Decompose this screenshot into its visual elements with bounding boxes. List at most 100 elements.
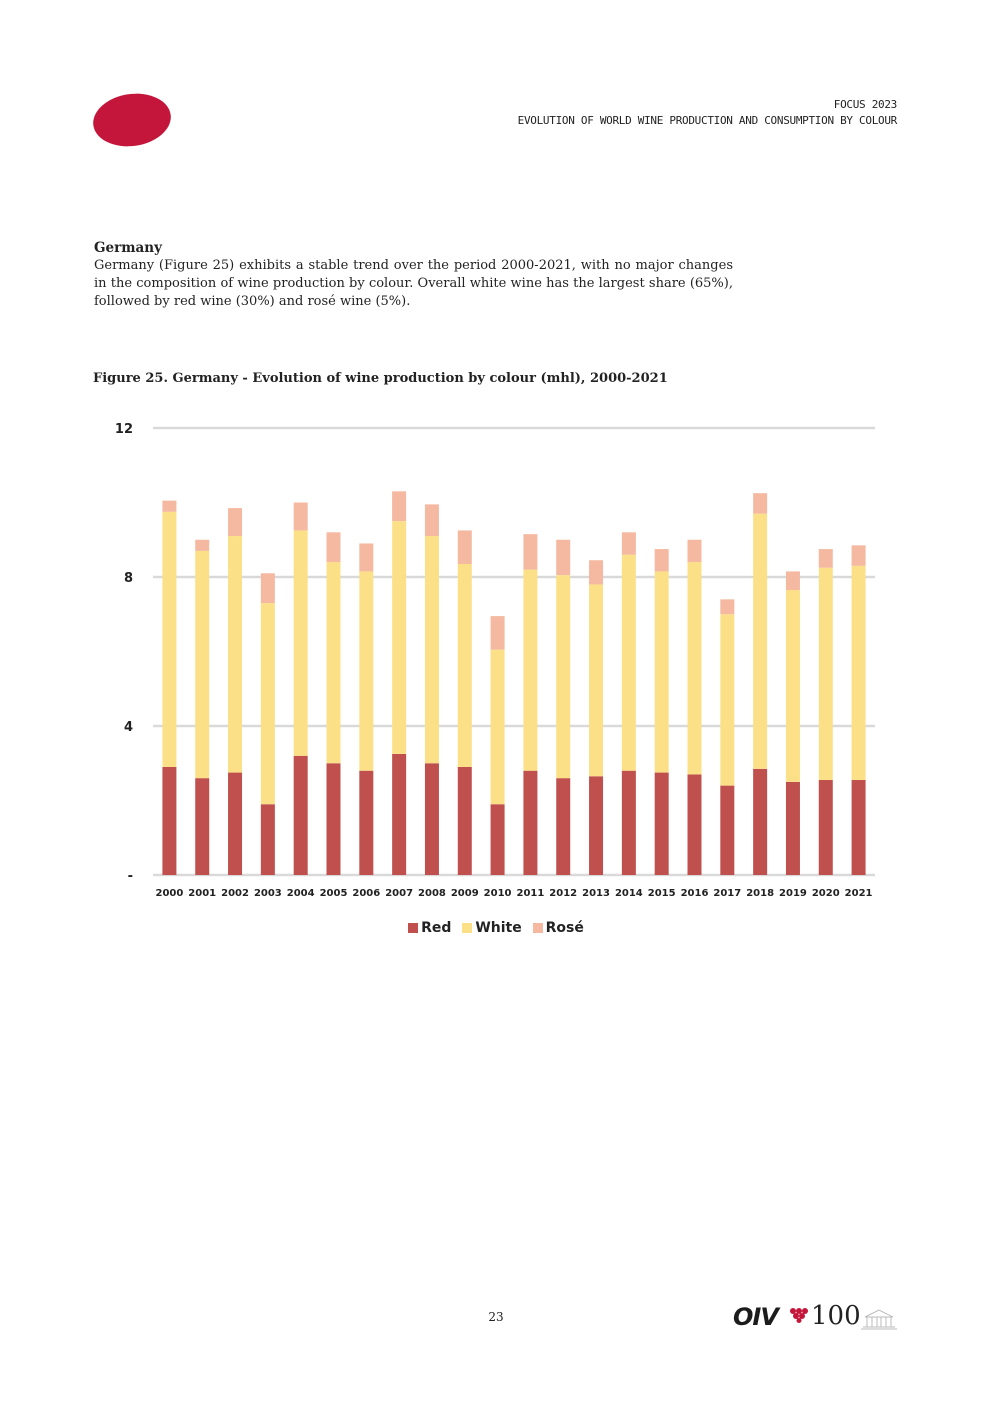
bar-red	[359, 770, 374, 875]
x-tick-label: 2001	[188, 888, 216, 899]
x-tick-label: 2009	[451, 888, 479, 899]
germany-section: Germany Germany (Figure 25) exhibits a s…	[94, 239, 733, 311]
header-line-1: FOCUS 2023	[833, 98, 898, 111]
bar-red	[293, 755, 308, 875]
bar-rose	[589, 560, 604, 585]
bar-white	[785, 590, 800, 782]
bar-white	[162, 511, 177, 767]
bar-white	[654, 571, 669, 773]
bar-red	[326, 763, 341, 875]
document-header: FOCUS 2023 EVOLUTION OF WORLD WINE PRODU…	[517, 97, 898, 129]
bar-white	[720, 614, 735, 786]
x-tick-label: 2000	[155, 888, 183, 899]
bar-red	[424, 763, 439, 875]
y-tick-label: 8	[124, 571, 133, 586]
bar-red	[687, 774, 702, 875]
bar-white	[228, 536, 243, 773]
bar-white	[260, 603, 275, 805]
x-tick-label: 2020	[812, 888, 840, 899]
bar-rose	[293, 502, 308, 531]
bar-rose	[753, 493, 768, 514]
header-line-2: EVOLUTION OF WORLD WINE PRODUCTION AND C…	[517, 114, 898, 127]
bar-white	[293, 530, 308, 756]
bar-red	[818, 780, 833, 875]
bar-white	[523, 569, 538, 771]
bar-white	[851, 565, 866, 781]
bar-white	[392, 521, 407, 754]
bar-white	[556, 575, 571, 779]
bar-rose	[424, 504, 439, 537]
x-tick-label: 2013	[582, 888, 610, 899]
bar-rose	[326, 532, 341, 563]
bar-white	[457, 563, 472, 767]
bar-rose	[523, 534, 538, 570]
x-tick-label: 2019	[779, 888, 807, 899]
x-tick-label: 2007	[385, 888, 413, 899]
x-tick-label: 2014	[615, 888, 643, 899]
bar-white	[621, 554, 636, 771]
bar-red	[785, 781, 800, 875]
x-tick-label: 2018	[746, 888, 774, 899]
bar-rose	[654, 549, 669, 572]
bar-white	[589, 584, 604, 777]
bar-rose	[195, 539, 210, 551]
bar-red	[490, 804, 505, 875]
bar-red	[621, 770, 636, 875]
bar-red	[654, 772, 669, 875]
bar-red	[753, 768, 768, 875]
bar-red	[720, 785, 735, 875]
x-tick-label: 2015	[648, 888, 676, 899]
bar-rose	[621, 532, 636, 555]
bar-white	[359, 571, 374, 771]
bar-red	[556, 778, 571, 875]
oiv-logo-text: OIV	[733, 1303, 779, 1331]
stacked-bar-chart: - 4 8 12 2000 2001 2002 2003 2004 2005 2006 2007 200…	[115, 422, 875, 899]
bar-rose	[556, 539, 571, 576]
bar-red	[392, 753, 407, 875]
grape-icon	[790, 1308, 808, 1323]
bar-rose	[785, 571, 800, 591]
bar-rose	[359, 543, 374, 572]
bar-white	[687, 562, 702, 775]
bar-rose	[162, 500, 177, 512]
bar-rose	[260, 573, 275, 604]
bar-white	[326, 562, 341, 764]
bar-red	[162, 766, 177, 875]
bar-red	[457, 766, 472, 875]
building-icon	[861, 1309, 897, 1330]
x-tick-label: 2016	[681, 888, 709, 899]
x-tick-label: 2003	[254, 888, 282, 899]
oiv-100-logo: OIV 100	[733, 1301, 903, 1335]
x-tick-label: 2004	[287, 888, 315, 899]
x-tick-label: 2002	[221, 888, 249, 899]
page-number: 23	[488, 1310, 504, 1324]
x-tick-label: 2006	[352, 888, 380, 899]
bar-rose	[228, 508, 243, 537]
legend-swatch-red	[408, 923, 419, 933]
y-tick-label: 12	[115, 422, 133, 437]
x-tick-label: 2012	[549, 888, 577, 899]
x-tick-label: 2005	[320, 888, 348, 899]
y-tick-label: 4	[124, 720, 133, 735]
bar-white	[490, 649, 505, 805]
bar-rose	[392, 491, 407, 522]
legend-label-white: White	[475, 920, 522, 936]
bar-red	[195, 778, 210, 875]
bar-white	[195, 550, 210, 779]
bar-white	[818, 567, 833, 781]
bar-red	[260, 804, 275, 875]
bar-red	[851, 780, 866, 875]
legend-item-red: Red	[408, 920, 451, 936]
bar-red	[589, 776, 604, 875]
y-tick-label: -	[128, 869, 133, 884]
legend-swatch-rose	[532, 923, 543, 933]
bar-rose	[457, 530, 472, 564]
bar-rose	[851, 545, 866, 566]
bar-rose	[687, 539, 702, 563]
bar-rose	[720, 599, 735, 615]
section-heading: Germany	[94, 240, 162, 256]
oiv-logo-number: 100	[811, 1301, 861, 1331]
bar-white	[424, 536, 439, 764]
bar-red	[228, 772, 243, 875]
section-body: Germany (Figure 25) exhibits a stable tr…	[94, 258, 733, 309]
